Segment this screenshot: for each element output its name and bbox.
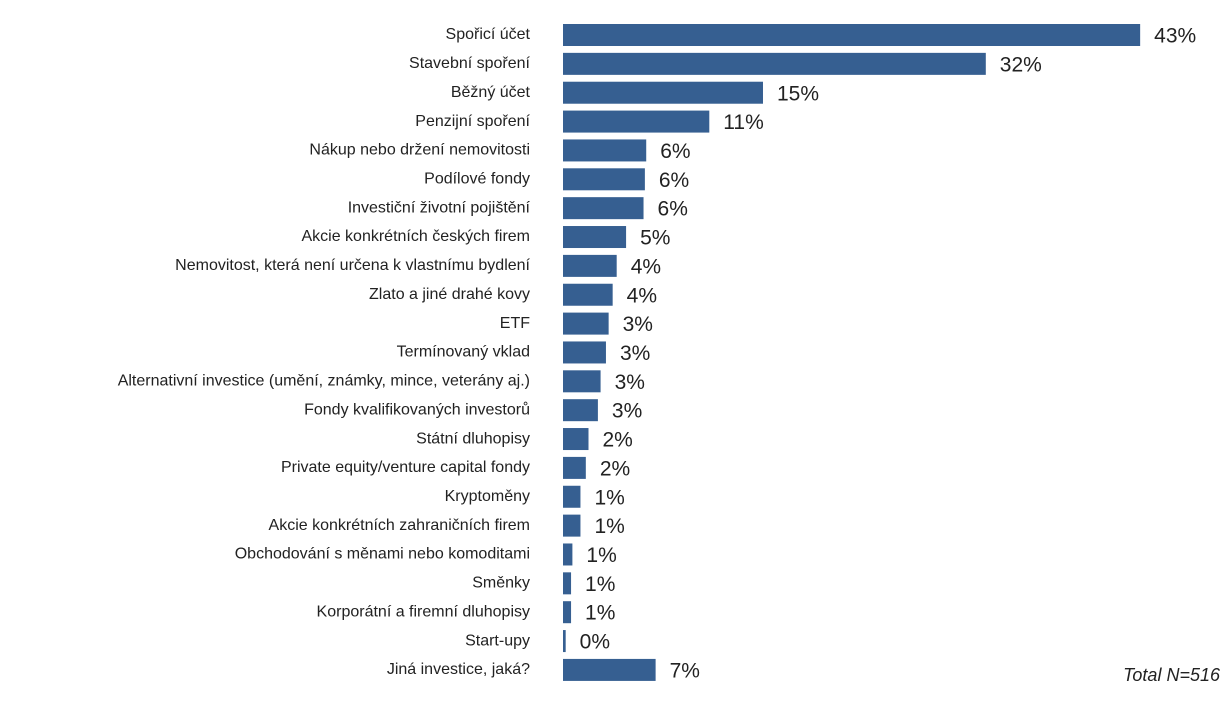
- category-label: ETF: [500, 315, 530, 332]
- value-label: 4%: [631, 255, 661, 278]
- category-label: Podílové fondy: [424, 171, 530, 188]
- value-label: 1%: [594, 515, 624, 538]
- value-label: 0%: [580, 631, 610, 654]
- category-label: Termínovaný vklad: [397, 344, 530, 361]
- value-label: 3%: [612, 400, 642, 423]
- category-label: Stavební spoření: [409, 55, 531, 72]
- bar: [563, 601, 572, 624]
- value-label: 2%: [600, 457, 630, 480]
- bar: [563, 312, 609, 335]
- value-label: 6%: [659, 169, 689, 192]
- bar: [563, 197, 644, 220]
- bar: [563, 139, 647, 162]
- bar: [563, 399, 598, 422]
- bar: [563, 456, 586, 479]
- category-label: Fondy kvalifikovaných investorů: [304, 400, 530, 418]
- value-label: 6%: [658, 198, 688, 221]
- bar: [563, 428, 589, 451]
- category-label: Korporátní a firemní dluhopisy: [317, 603, 530, 620]
- value-label: 3%: [620, 342, 650, 365]
- value-label: 1%: [585, 602, 615, 625]
- value-label: 15%: [777, 82, 819, 105]
- category-label: Penzijní spoření: [415, 113, 530, 130]
- value-label: 1%: [585, 573, 615, 596]
- category-label: Kryptoměny: [445, 488, 530, 505]
- value-label: 5%: [640, 227, 670, 250]
- bar: [563, 572, 572, 595]
- bar: [563, 341, 606, 364]
- category-label: Směnky: [472, 575, 530, 592]
- value-label: 4%: [627, 284, 657, 307]
- category-label: Spořicí účet: [446, 26, 531, 43]
- bar: [563, 283, 613, 306]
- bar: [563, 485, 581, 508]
- bar: [563, 514, 581, 537]
- bar: [563, 226, 627, 249]
- bar: [563, 81, 763, 104]
- value-label: 1%: [594, 486, 624, 509]
- bar: [563, 168, 645, 191]
- category-label: Zlato a jiné drahé kovy: [369, 286, 530, 303]
- category-label: Alternativní investice (umění, známky, m…: [118, 373, 530, 390]
- bar: [563, 110, 710, 133]
- category-label: Běžný účet: [451, 84, 531, 101]
- value-label: 7%: [670, 659, 700, 682]
- value-label: 43%: [1154, 25, 1196, 48]
- category-label: Obchodování s měnami nebo komoditami: [235, 546, 530, 563]
- category-label: Private equity/venture capital fondy: [281, 459, 530, 476]
- value-label: 1%: [586, 544, 616, 567]
- category-label: Investiční životní pojištění: [348, 199, 531, 216]
- category-label: Jiná investice, jaká?: [387, 661, 530, 678]
- category-label: Akcie konkrétních českých firem: [301, 228, 530, 245]
- value-label: 3%: [623, 313, 653, 336]
- category-label: Státní dluhopisy: [416, 430, 530, 447]
- bar: [563, 254, 617, 277]
- bar: [563, 24, 1141, 46]
- bar: [563, 370, 601, 393]
- category-label: Nákup nebo držení nemovitosti: [309, 142, 530, 159]
- category-label: Nemovitost, která není určena k vlastním…: [175, 257, 530, 274]
- value-label: 11%: [723, 111, 763, 134]
- bar: [563, 630, 566, 653]
- value-label: 32%: [1000, 53, 1042, 76]
- bar: [563, 658, 656, 681]
- value-label: 2%: [603, 429, 633, 452]
- category-label: Start-upy: [465, 632, 530, 649]
- category-label: Akcie konkrétních zahraničních firem: [269, 517, 530, 534]
- value-label: 3%: [615, 371, 645, 394]
- annotation: Total N=516: [1123, 665, 1221, 685]
- value-label: 6%: [660, 140, 690, 163]
- bar: [563, 52, 986, 75]
- bar: [563, 543, 573, 566]
